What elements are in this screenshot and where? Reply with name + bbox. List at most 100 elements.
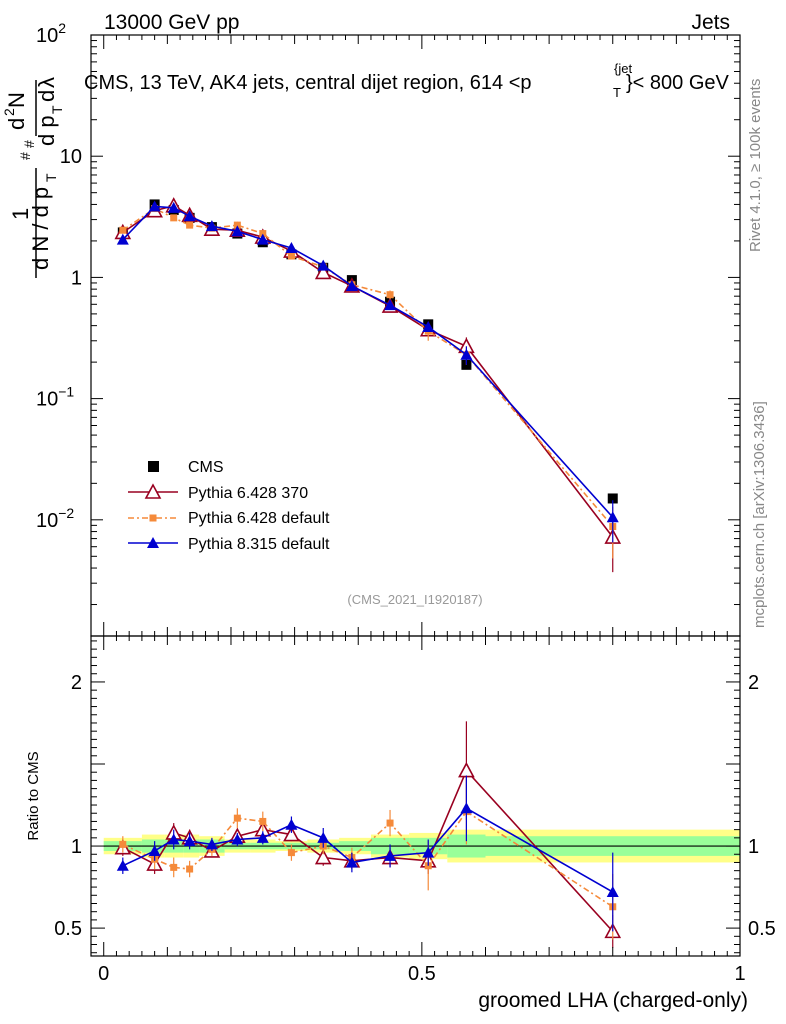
svg-text:#: # — [17, 152, 33, 160]
legend-p6_def-marker — [149, 514, 157, 522]
main-y-tick-label: 10−2 — [36, 505, 74, 532]
main-point-p8_def — [256, 233, 269, 245]
legend-p6_370-marker — [144, 483, 162, 499]
legend-pythia8-default-label: Pythia 8.315 default — [188, 536, 330, 553]
main-point-p8_def — [205, 220, 218, 232]
ratio-point-p8_def — [317, 831, 330, 843]
ratio-y-tick-label-right: 2 — [748, 672, 759, 694]
plot-title-sup: {jet — [614, 61, 632, 76]
main-point-p8_def — [606, 511, 619, 523]
ratio-point-p6_370 — [283, 825, 300, 842]
x-tick-label: 0 — [98, 963, 109, 985]
ratio-point-p8_def — [606, 886, 619, 897]
ratio-y-axis-label: Ratio to CMS — [25, 751, 42, 840]
ratio-point-p6_370 — [314, 848, 332, 865]
svg-text:2: 2 — [1, 108, 17, 116]
x-tick-label: 0.5 — [408, 963, 436, 985]
main-point-p8_def — [183, 210, 196, 222]
x-axis-label: groomed LHA (charged-only) — [478, 989, 748, 1012]
main-point-cms — [607, 493, 618, 504]
ratio-y-tick-label: 2 — [71, 672, 82, 694]
legend-pythia6-370-label: Pythia 6.428 370 — [188, 485, 308, 502]
ratio-point-p8_def — [167, 833, 180, 845]
svg-text:#: # — [21, 140, 37, 148]
main-line-p6_def — [122, 207, 614, 528]
svg-text:N: N — [4, 92, 29, 108]
main-y-tick-label: 102 — [36, 20, 66, 47]
legend-entry-pythia8-default: Pythia 8.315 default — [128, 536, 330, 553]
ratio-point-p8_def — [422, 846, 435, 858]
svg-text:λ: λ — [34, 77, 59, 88]
ratio-point-p6_def — [170, 863, 178, 871]
ratio-point-p8_def — [116, 859, 129, 871]
ratio-point-p6_def — [119, 840, 127, 848]
ratio-point-p8_def — [231, 833, 244, 845]
svg-text:d N / d p: d N / d p — [28, 187, 53, 270]
svg-text:1: 1 — [8, 208, 33, 220]
main-point-p6_def — [233, 221, 241, 229]
plot-title: CMS, 13 TeV, AK4 jets, central dijet reg… — [84, 61, 730, 100]
analysis-id-watermark: (CMS_2021_I1920187) — [347, 592, 482, 607]
legend-pythia6-default-label: Pythia 6.428 default — [188, 510, 330, 527]
main-point-p8_def — [317, 259, 330, 271]
ratio-point-p8_def — [256, 831, 269, 843]
y-axis-label: # d N / d p T 1 # d 2 N d p T d λ — [1, 77, 65, 278]
plot-title-tail: }< 800 GeV — [626, 72, 730, 94]
ratio-panel-frame — [90, 635, 741, 957]
plot-title-sub: T — [613, 85, 621, 100]
ratio-point-p6_370 — [458, 761, 475, 778]
svg-text:d: d — [4, 118, 29, 130]
ratio-point-p6_def — [186, 865, 194, 873]
main-point-p6_370 — [314, 263, 332, 280]
main-y-tick-label: 10−1 — [36, 384, 74, 411]
main-series-p8_def — [116, 200, 619, 543]
svg-text:T: T — [43, 173, 59, 182]
ratio-point-p8_def — [384, 849, 397, 861]
mcplots-label: mcplots.cern.ch [arXiv:1306.3436] — [751, 401, 768, 628]
main-point-p6_def — [186, 221, 194, 229]
main-point-p8_def — [285, 241, 298, 253]
ratio-point-p8_def — [183, 835, 196, 847]
svg-text:d p: d p — [34, 115, 59, 146]
main-point-p6_def — [386, 291, 394, 299]
main-point-p6_def — [170, 214, 178, 222]
ratio-uncertainty-bands — [103, 829, 740, 863]
main-series-cms — [117, 199, 618, 504]
rivet-version-label: Rivet 4.1.0, ≥ 100k events — [747, 79, 764, 252]
legend-entry-cms: CMS — [148, 459, 224, 476]
ratio-y-tick-label: 0.5 — [54, 918, 82, 940]
ratio-series-p8_def — [116, 775, 619, 932]
main-point-p8_def — [116, 233, 129, 245]
axis-ticks: 10−2 10−1 1 10 102 0 0.5 1 0.5 0.5 1 1 2 2 — [36, 20, 776, 985]
svg-text:T: T — [49, 105, 65, 114]
legend-entry-pythia6-370: Pythia 6.428 370 — [128, 483, 308, 502]
svg-text:d: d — [34, 90, 59, 102]
main-point-p6_def — [287, 252, 295, 260]
x-tick-label: 1 — [734, 963, 745, 985]
ratio-panel-series — [114, 721, 622, 948]
main-y-tick-label: 1 — [71, 267, 82, 289]
ratio-y-tick-label-right: 0.5 — [748, 918, 776, 940]
main-point-p8_def — [384, 299, 397, 311]
ratio-point-p8_def — [205, 838, 218, 850]
legend-entry-pythia6-default: Pythia 6.428 default — [128, 510, 330, 527]
header-category: Jets — [691, 11, 730, 34]
main-y-tick-label: 10 — [60, 146, 82, 168]
header-energy: 13000 GeV pp — [104, 11, 239, 34]
main-point-p8_def — [460, 348, 473, 360]
legend-cms-marker — [148, 461, 159, 472]
main-point-p8_def — [345, 279, 358, 291]
ratio-point-p6_def — [287, 849, 295, 857]
ratio-point-p6_def — [233, 814, 241, 822]
main-point-p8_def — [167, 201, 180, 213]
legend: CMS Pythia 6.428 370 Pythia 6.428 defaul… — [128, 459, 330, 553]
main-point-p6_def — [119, 226, 127, 234]
ratio-point-p6_def — [386, 819, 394, 827]
legend-p8_def-marker — [147, 537, 159, 548]
ratio-point-p8_def — [345, 856, 358, 868]
main-panel-series — [114, 197, 622, 573]
ratio-y-tick-label: 1 — [71, 836, 82, 858]
legend-cms-label: CMS — [188, 459, 224, 476]
main-point-p6_def — [259, 230, 267, 238]
